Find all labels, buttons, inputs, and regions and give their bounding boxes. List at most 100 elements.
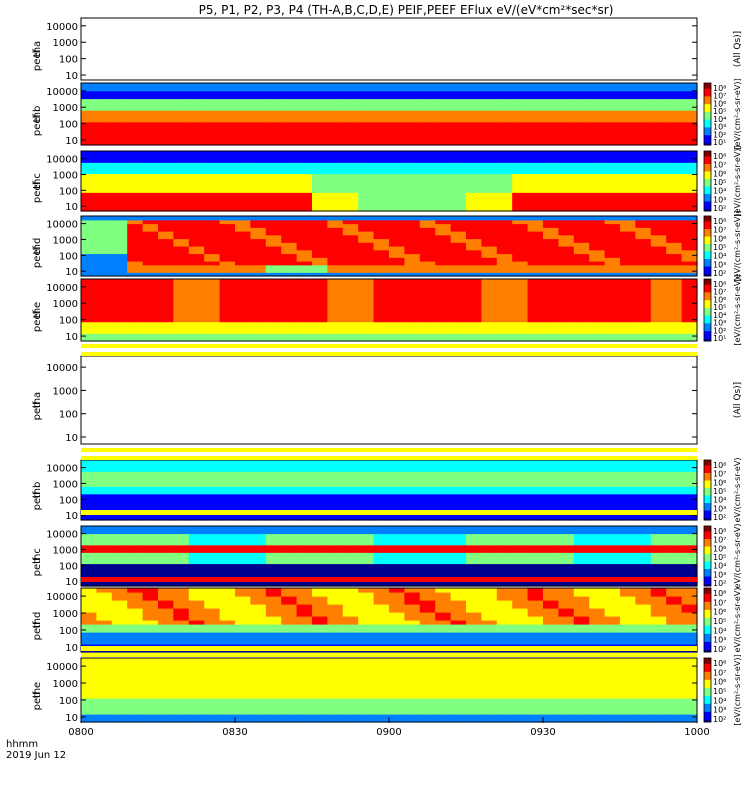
heatmap-cell <box>466 86 482 92</box>
heatmap-cell <box>604 121 621 127</box>
heatmap-cell <box>404 98 421 103</box>
heatmap-cell <box>188 268 205 273</box>
colorbar-tick-label: 10¹ <box>713 138 726 147</box>
heatmap-cell <box>635 154 652 160</box>
heatmap-cell <box>543 640 559 645</box>
heatmap-cell <box>204 475 221 480</box>
colorbar-tick-label: 10⁸ <box>713 217 726 226</box>
heatmap-cell <box>573 467 590 472</box>
heatmap-cell <box>435 482 452 487</box>
heatmap-cell <box>527 574 544 580</box>
colorbar-segment <box>704 502 711 506</box>
heatmap-cell <box>342 253 359 258</box>
heatmap-cell <box>573 337 590 342</box>
heatmap-cell <box>604 592 621 597</box>
heatmap-cell <box>96 261 113 266</box>
heatmap-cell <box>389 486 405 491</box>
heatmap-cell <box>496 541 513 546</box>
heatmap-cell <box>173 501 190 506</box>
heatmap-cell <box>681 471 698 476</box>
heatmap-cell <box>111 493 128 499</box>
heatmap-cell <box>96 337 113 342</box>
heatmap-cell <box>127 678 144 683</box>
heatmap-cell <box>281 460 298 465</box>
heatmap-cell <box>142 234 159 240</box>
heatmap-cell <box>620 537 636 542</box>
heatmap-cell <box>219 158 236 163</box>
heatmap-cell <box>281 249 298 255</box>
heatmap-cell <box>250 620 267 625</box>
heatmap-cell <box>142 257 159 262</box>
heatmap-cell <box>111 279 128 284</box>
heatmap-cell <box>573 556 590 561</box>
heatmap-cell <box>650 516 667 521</box>
heatmap-cell <box>142 698 159 703</box>
heatmap-cell <box>265 526 282 531</box>
heatmap-cell <box>512 478 529 484</box>
heatmap-cell <box>158 203 174 208</box>
heatmap-cell <box>142 246 159 251</box>
heatmap-cell <box>558 106 575 111</box>
heatmap-cell <box>96 632 113 637</box>
heatmap-cell <box>235 249 251 255</box>
heatmap-cell <box>327 238 344 243</box>
heatmap-cell <box>527 596 544 601</box>
heatmap-cell <box>265 298 282 303</box>
heatmap-cell <box>204 463 221 469</box>
heatmap-cell <box>327 137 344 142</box>
heatmap-cell <box>450 83 467 88</box>
heatmap-cell <box>188 102 205 107</box>
heatmap-cell <box>389 321 405 327</box>
heatmap-cell <box>188 282 205 288</box>
heatmap-cell <box>312 216 328 221</box>
heatmap-cell <box>558 337 575 342</box>
heatmap-cell <box>620 286 636 292</box>
heatmap-cell <box>250 529 267 535</box>
heatmap-cell <box>127 231 144 236</box>
heatmap-cell <box>296 196 313 201</box>
heatmap-cell <box>296 106 313 111</box>
heatmap-cell <box>342 282 359 288</box>
heatmap-cell <box>204 710 221 715</box>
heatmap-cell <box>604 548 621 553</box>
heatmap-cell <box>512 249 529 255</box>
heatmap-cell <box>81 158 97 163</box>
heatmap-cell <box>589 114 606 119</box>
heatmap-cell <box>358 242 375 247</box>
heatmap-cell <box>450 478 467 484</box>
heatmap-cell <box>158 714 174 719</box>
heatmap-cell <box>589 537 606 542</box>
heatmap-cell <box>620 125 636 131</box>
heatmap-cell <box>250 537 267 542</box>
heatmap-cell <box>158 110 174 115</box>
heatmap-cell <box>604 490 621 495</box>
heatmap-cell <box>158 317 174 323</box>
heatmap-cell <box>543 526 559 531</box>
heatmap-cell <box>666 102 683 107</box>
heatmap-cell <box>219 478 236 484</box>
heatmap-cell <box>204 192 221 197</box>
heatmap-cell <box>466 199 482 205</box>
heatmap-cell <box>404 571 421 576</box>
heatmap-cell <box>188 471 205 476</box>
heatmap-cell <box>558 188 575 193</box>
heatmap-cell <box>635 125 652 131</box>
heatmap-cell <box>127 714 144 719</box>
heatmap-cell <box>111 567 128 572</box>
heatmap-cell <box>527 505 544 510</box>
heatmap-cell <box>389 541 405 546</box>
heatmap-cell <box>589 192 606 197</box>
heatmap-cell <box>543 282 559 288</box>
heatmap-cell <box>635 596 652 601</box>
heatmap-cell <box>219 242 236 247</box>
heatmap-cell <box>327 310 344 315</box>
heatmap-cell <box>173 196 190 201</box>
heatmap-cell <box>219 279 236 284</box>
heatmap-cell <box>81 690 97 695</box>
heatmap-cell <box>604 154 621 160</box>
heatmap-cell <box>558 592 575 597</box>
heatmap-cell <box>111 497 128 502</box>
heatmap-cell <box>358 203 375 208</box>
heatmap-cell <box>404 604 421 609</box>
heatmap-cell <box>435 612 452 617</box>
